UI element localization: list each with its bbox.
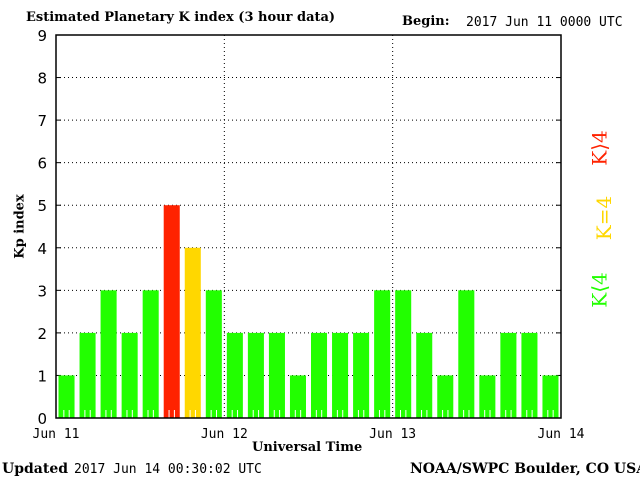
updated-value: 2017 Jun 14 00:30:02 UTC	[74, 462, 262, 477]
legend-k-less-4: K⟨4	[587, 272, 612, 308]
kp-bar	[289, 375, 306, 418]
y-tick-label: 0	[37, 410, 47, 428]
y-tick-label: 2	[37, 325, 47, 343]
kp-bar	[395, 290, 412, 418]
y-axis-label: Kp index	[12, 194, 28, 259]
chart-title: Estimated Planetary K index (3 hour data…	[26, 10, 336, 25]
kp-bar	[500, 332, 517, 418]
y-tick-label: 8	[37, 70, 47, 88]
kp-bar	[521, 332, 538, 418]
kp-bar	[58, 375, 75, 418]
y-tick-label: 1	[37, 367, 47, 385]
y-tick-label: 7	[37, 112, 47, 130]
source-credit: NOAA/SWPC Boulder, CO USA	[410, 461, 640, 477]
x-axis-label: Universal Time	[252, 440, 363, 455]
kp-bar	[437, 375, 454, 418]
y-tick-label: 5	[37, 197, 47, 215]
kp-bar	[479, 375, 496, 418]
y-tick-label: 9	[37, 27, 47, 45]
plot-frame	[55, 34, 562, 419]
kp-bar	[79, 332, 96, 418]
kp-bar	[268, 332, 285, 418]
kp-bar	[311, 332, 328, 418]
legend-k-equal-4: K=4	[592, 195, 617, 241]
kp-bar	[374, 290, 391, 418]
kp-bar	[458, 290, 475, 418]
begin-value: 2017 Jun 11 0000 UTC	[466, 15, 623, 30]
x-tick-label: Jun 13	[369, 427, 416, 442]
updated-label: Updated	[2, 461, 69, 477]
legend-k-greater-4: K⟩4	[587, 130, 612, 166]
kp-bar	[100, 290, 117, 418]
kp-bar	[205, 290, 222, 418]
kp-bar	[226, 332, 243, 418]
kp-bar	[416, 332, 433, 418]
y-tick-label: 4	[37, 240, 47, 258]
kp-bar	[332, 332, 349, 418]
kp-bar	[542, 375, 559, 418]
y-tick-label: 6	[37, 155, 47, 173]
kp-bar	[142, 290, 159, 418]
x-tick-label: Jun 14	[538, 427, 585, 442]
y-tick-label: 3	[37, 282, 47, 300]
kp-bar	[247, 332, 264, 418]
begin-label: Begin:	[402, 14, 450, 29]
kp-bar	[121, 332, 138, 418]
x-tick-label: Jun 12	[201, 427, 248, 442]
x-tick-label: Jun 11	[33, 427, 80, 442]
kp-bar	[184, 247, 201, 418]
kp-bar	[353, 332, 370, 418]
kp-bar	[163, 205, 180, 418]
